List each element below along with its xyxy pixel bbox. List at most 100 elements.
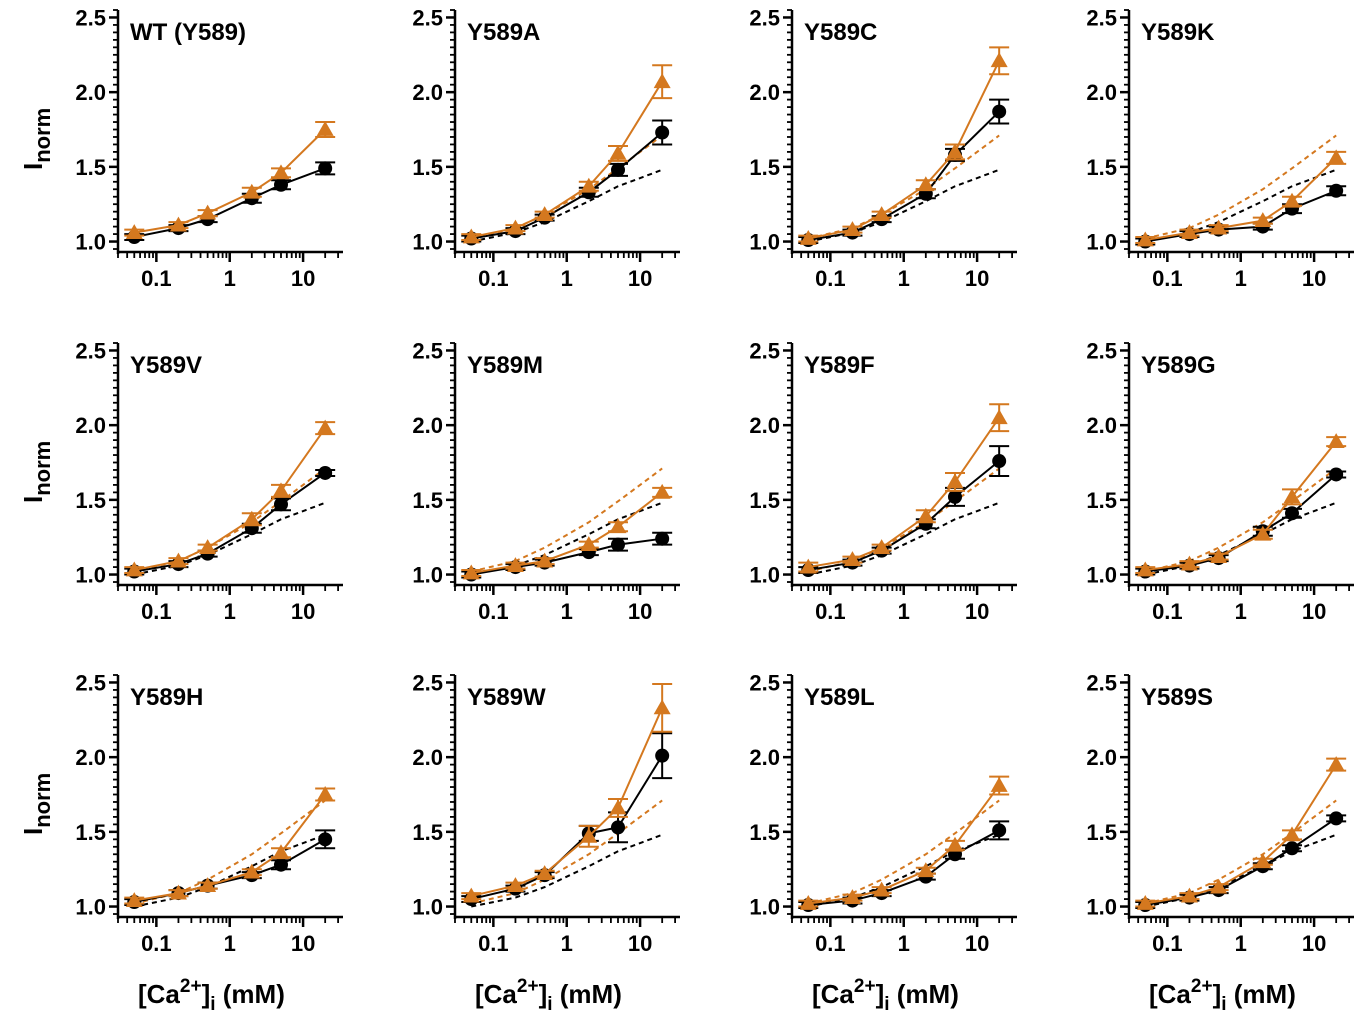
triangle-marker <box>843 889 861 904</box>
circle-marker <box>611 162 626 177</box>
triangle-marker <box>169 884 187 900</box>
x-label-part: (mM) <box>553 979 622 1009</box>
triangle-marker <box>243 510 261 526</box>
panel-title: Y589V <box>130 352 202 379</box>
x-tick-label: 10 <box>628 599 652 624</box>
panel-title: Y589M <box>467 352 543 379</box>
x-label-part: ] <box>1213 979 1222 1009</box>
y-tick-label: 2.0 <box>75 80 106 105</box>
circle-marker <box>1329 467 1344 482</box>
triangle-marker <box>1283 192 1301 208</box>
triangle-marker <box>272 482 290 498</box>
x-tick-label: 1 <box>561 931 573 956</box>
triangle-marker <box>1210 548 1228 563</box>
x-tick-label: 1 <box>561 266 573 291</box>
x-label-part: i <box>1221 994 1226 1010</box>
circle-series-line <box>808 110 1000 242</box>
y-label-main: I <box>18 163 48 170</box>
y-tick-label: 1.0 <box>412 230 443 255</box>
x-label-part: 2+ <box>1191 976 1213 997</box>
triangle-marker <box>873 206 891 222</box>
y-tick-label: 2.5 <box>1086 338 1117 363</box>
x-label-part: [Ca <box>812 979 854 1009</box>
y-tick-label: 1.0 <box>749 895 780 920</box>
triangle-marker <box>609 144 627 160</box>
y-tick-label: 1.5 <box>412 488 443 513</box>
circle-series-line <box>808 460 1000 572</box>
y-tick-label: 2.5 <box>412 338 443 363</box>
triangle-series-line <box>471 81 664 239</box>
x-tick-label: 0.1 <box>478 266 509 291</box>
y-label-sub: norm <box>30 441 55 496</box>
triangle-marker <box>1210 878 1228 894</box>
triangle-marker <box>1327 149 1345 165</box>
circle-marker <box>1329 811 1344 826</box>
panel-y589f: 1.0 1.5 2.0 2.5 0.1 1 10 Y589F <box>749 338 1017 624</box>
triangle-marker <box>843 221 861 236</box>
panel-y589c: 1.0 1.5 2.0 2.5 0.1 1 10 Y589C <box>749 5 1017 291</box>
x-tick-label: 10 <box>965 599 989 624</box>
triangle-marker <box>946 836 964 852</box>
circle-marker <box>1285 841 1300 856</box>
triangle-marker <box>1136 895 1154 910</box>
x-tick-label: 0.1 <box>141 266 172 291</box>
panel-title: WT (Y589) <box>130 19 246 46</box>
panel-title: Y589K <box>1141 19 1215 46</box>
dashed-reference-orange <box>471 134 663 240</box>
triangle-marker <box>169 552 187 568</box>
y-tick-label: 2.5 <box>749 338 780 363</box>
panel-y589a: 1.0 1.5 2.0 2.5 0.1 1 10 Y589A <box>412 5 680 291</box>
triangle-series-line <box>471 707 664 898</box>
y-tick-label: 2.0 <box>1086 413 1117 438</box>
triangle-marker <box>799 895 817 910</box>
x-label-part: ] <box>539 979 548 1009</box>
y-tick-label: 1.0 <box>75 563 106 588</box>
x-tick-label: 0.1 <box>815 599 846 624</box>
x-tick-label: 10 <box>291 599 315 624</box>
panel-title: Y589L <box>804 684 875 711</box>
triangle-marker <box>316 786 334 801</box>
panel-title: Y589G <box>1141 352 1216 379</box>
x-label-part: i <box>547 994 552 1010</box>
panel-title: Y589S <box>1141 684 1213 711</box>
y-tick-label: 1.5 <box>749 155 780 180</box>
triangle-marker <box>462 887 480 903</box>
x-axis-label: [Ca2+]i (mM) <box>812 976 959 1010</box>
triangle-marker <box>1180 555 1198 571</box>
dashed-reference-orange <box>808 799 1000 905</box>
triangle-marker <box>609 518 627 534</box>
x-tick-label: 0.1 <box>478 599 509 624</box>
triangle-marker <box>1254 212 1272 228</box>
triangle-marker <box>917 862 935 878</box>
circle-marker <box>992 104 1007 119</box>
circle-marker <box>948 489 963 504</box>
y-axis-label: Inorm <box>18 441 55 503</box>
y-tick-label: 2.0 <box>412 413 443 438</box>
x-label-part: [Ca <box>475 979 517 1009</box>
x-tick-label: 10 <box>965 266 989 291</box>
x-tick-label: 1 <box>898 931 910 956</box>
triangle-marker <box>1327 756 1345 772</box>
x-tick-label: 0.1 <box>141 599 172 624</box>
panel-y589v: 1.0 1.5 2.0 2.5 0.1 1 10 Y589V Inorm <box>18 338 343 624</box>
panel-y589m: 1.0 1.5 2.0 2.5 0.1 1 10 Y589M <box>412 338 680 624</box>
x-tick-label: 10 <box>1302 599 1326 624</box>
x-label-part: [Ca <box>138 979 180 1009</box>
triangle-series-line <box>1145 440 1337 572</box>
triangle-marker <box>990 52 1008 68</box>
circle-marker <box>655 748 670 763</box>
x-axis-label: [Ca2+]i (mM) <box>138 976 285 1010</box>
panel-y589s: 1.0 1.5 2.0 2.5 0.1 1 10 Y589S [Ca2+]i (mM) <box>1086 670 1354 1010</box>
dashed-reference-black <box>808 501 1000 576</box>
x-tick-label: 0.1 <box>815 931 846 956</box>
triangle-marker <box>653 483 671 499</box>
triangle-series-line <box>808 60 1001 240</box>
x-tick-label: 1 <box>1235 266 1247 291</box>
x-tick-label: 1 <box>224 599 236 624</box>
x-label-part: ] <box>202 979 211 1009</box>
triangle-series-line <box>1145 764 1338 905</box>
triangle-marker <box>272 844 290 860</box>
x-tick-label: 10 <box>965 931 989 956</box>
triangle-series-line <box>808 784 1000 905</box>
